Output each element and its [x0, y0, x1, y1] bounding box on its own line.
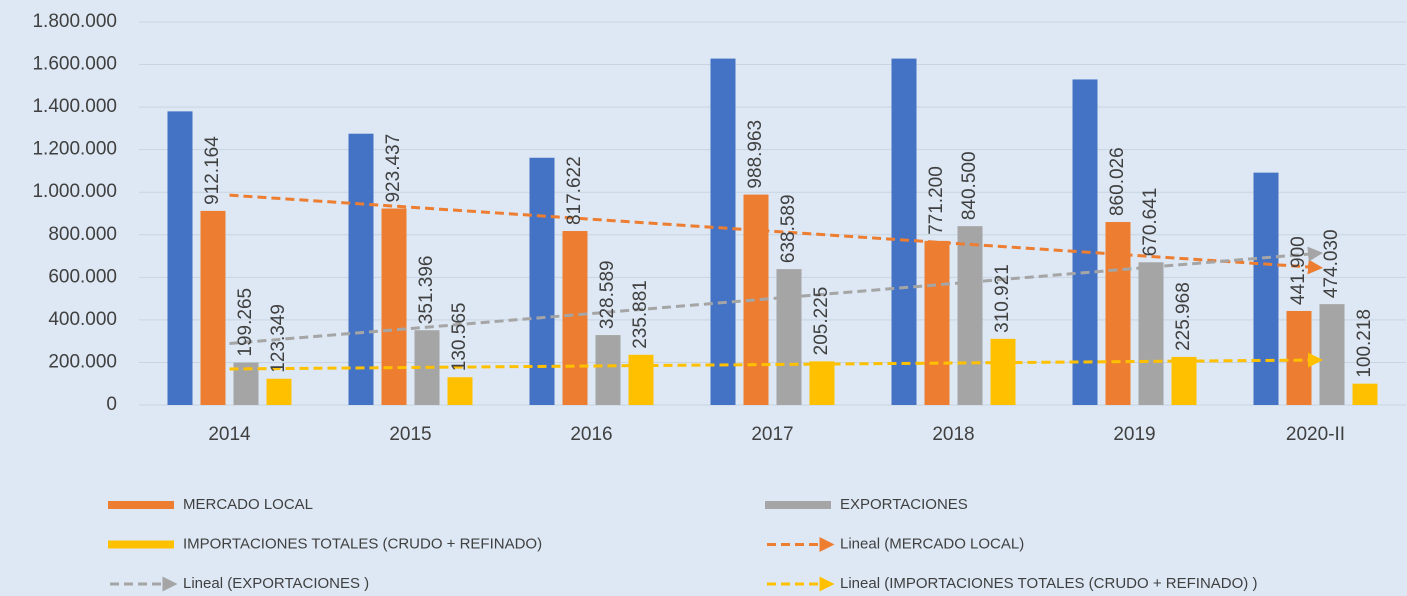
data-label: 100.218 [1354, 309, 1375, 378]
bar [1286, 310, 1312, 405]
legend-label: IMPORTACIONES TOTALES (CRUDO + REFINADO) [183, 535, 542, 552]
bar [1171, 356, 1197, 405]
data-label: 441.900 [1288, 236, 1309, 305]
x-tick-label: 2018 [932, 424, 974, 445]
legend-label: Lineal (MERCADO LOCAL) [840, 535, 1024, 552]
data-label: 670.641 [1140, 188, 1161, 257]
data-label: 912.164 [202, 136, 223, 205]
y-tick-label: 0 [106, 394, 117, 415]
bar [447, 377, 473, 405]
bar [562, 231, 588, 405]
bar [924, 240, 950, 405]
data-label: 474.030 [1321, 229, 1342, 298]
bar [381, 208, 407, 405]
bar [1138, 262, 1164, 405]
y-tick-label: 1.800.000 [32, 11, 117, 32]
bar [529, 157, 555, 405]
bar [595, 335, 621, 405]
legend-label: MERCADO LOCAL [183, 496, 313, 513]
legend-swatch [108, 540, 174, 549]
data-label: 840.500 [959, 151, 980, 220]
legend-swatch [108, 501, 174, 509]
y-tick-label: 600.000 [48, 266, 117, 287]
bar [266, 378, 292, 405]
data-label: 771.200 [926, 166, 947, 235]
bar [1072, 79, 1098, 405]
x-tick-label: 2014 [208, 424, 251, 445]
legend-swatch [765, 501, 831, 509]
bar [167, 111, 193, 405]
data-label: 225.968 [1173, 282, 1194, 351]
bar [348, 133, 374, 406]
data-label: 199.265 [235, 288, 256, 357]
legend-label: EXPORTACIONES [840, 496, 968, 513]
data-label: 123.349 [268, 304, 289, 373]
y-tick-label: 1.000.000 [32, 181, 117, 202]
data-label: 817.622 [564, 156, 585, 225]
bar [776, 269, 802, 405]
x-tick-label: 2017 [751, 424, 793, 445]
y-tick-label: 400.000 [48, 309, 117, 330]
x-tick-label: 2015 [389, 424, 431, 445]
data-label: 923.437 [383, 134, 404, 203]
data-label: 235.881 [630, 280, 651, 349]
bar [710, 58, 736, 405]
legend-label: Lineal (IMPORTACIONES TOTALES (CRUDO + R… [840, 575, 1257, 592]
x-tick-label: 2019 [1113, 424, 1155, 445]
bar [891, 58, 917, 405]
data-label: 860.026 [1107, 147, 1128, 216]
x-tick-label: 2020-II [1286, 424, 1345, 445]
y-tick-label: 1.600.000 [32, 54, 117, 75]
data-label: 130.565 [449, 303, 470, 372]
y-tick-label: 200.000 [48, 351, 117, 372]
bar [957, 226, 983, 405]
legend-label: Lineal (EXPORTACIONES ) [183, 575, 369, 592]
y-tick-label: 800.000 [48, 224, 117, 245]
bar [809, 361, 835, 405]
x-tick-label: 2016 [570, 424, 612, 445]
bar [200, 210, 226, 405]
bar [628, 354, 654, 405]
y-tick-label: 1.200.000 [32, 139, 117, 160]
bar [1253, 172, 1279, 405]
bar [1352, 383, 1378, 405]
data-label: 205.225 [811, 287, 832, 356]
bar [990, 338, 1016, 405]
bar [1105, 222, 1131, 405]
data-label: 638.589 [778, 194, 799, 263]
data-label: 328.589 [597, 260, 618, 329]
data-label: 988.963 [745, 120, 766, 189]
data-label: 310.921 [992, 264, 1013, 333]
bar [1319, 304, 1345, 405]
data-label: 351.396 [416, 256, 437, 325]
y-tick-label: 1.400.000 [32, 96, 117, 117]
